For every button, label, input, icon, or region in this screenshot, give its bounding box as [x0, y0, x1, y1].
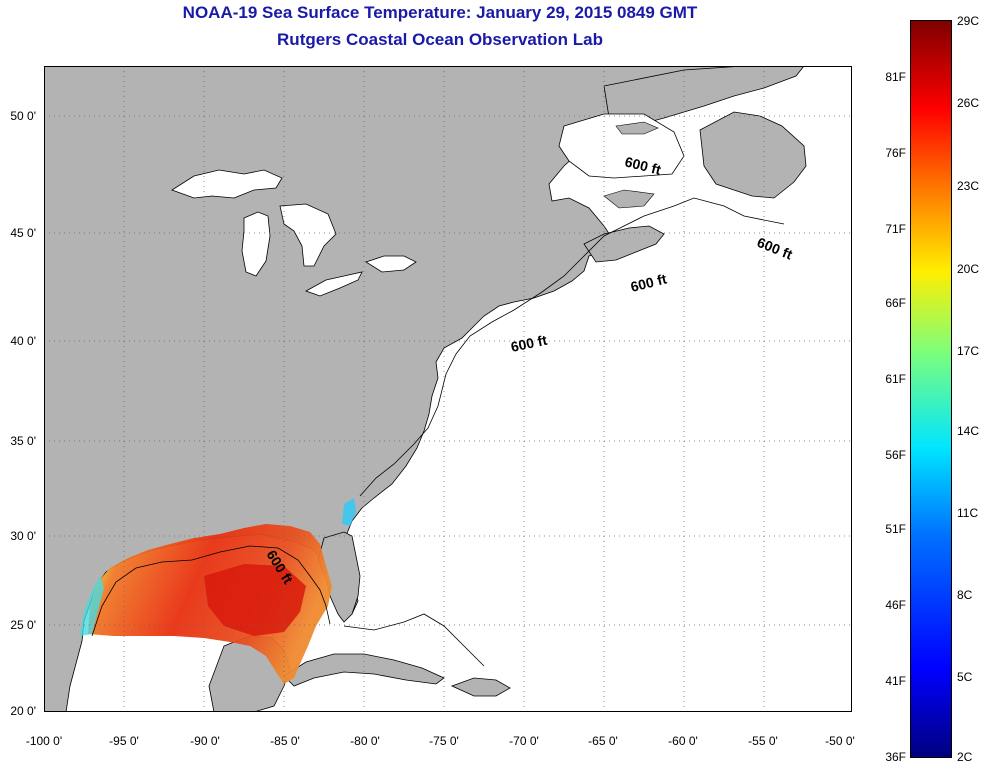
contour-600ft-south	[343, 613, 485, 667]
colorbar-f-label: 51F	[885, 522, 906, 536]
lake-superior	[171, 169, 283, 199]
colorbar-f-label: 36F	[885, 750, 906, 764]
lon-label-85: -85 0'	[270, 734, 300, 748]
hispaniola-land	[450, 677, 511, 697]
map-frame	[44, 66, 852, 712]
sst-map: 600 ft 600 ft 600 ft 600 ft 600 ft	[44, 66, 852, 712]
contour-600ft-gulf	[91, 545, 331, 637]
lake-huron	[279, 203, 337, 267]
colorbar-f-label: 76F	[885, 146, 906, 160]
colorbar-c-label: 29C	[957, 14, 980, 28]
cape-breton-land	[603, 189, 655, 209]
sst-warm-core	[204, 564, 306, 636]
lon-label-75: -75 0'	[429, 734, 459, 748]
colorbar-c-label: 8C	[957, 588, 973, 602]
lon-label-100: -100 0'	[25, 734, 63, 748]
colorbar-c-label: 14C	[957, 424, 980, 438]
lon-label-50: -50 0'	[825, 734, 855, 748]
lon-label-60: -60 0'	[668, 734, 698, 748]
lat-label-25: 25 0'	[10, 618, 36, 632]
colorbar-f-label: 41F	[885, 674, 906, 688]
lat-label-50: 50 0'	[10, 109, 36, 123]
cuba-land	[283, 653, 445, 687]
lat-label-35: 35 0'	[10, 434, 36, 448]
lat-label-30: 30 0'	[10, 529, 36, 543]
anticosti-land	[615, 121, 659, 135]
lake-ontario	[365, 255, 417, 273]
sst-east-coast-strip	[342, 498, 356, 526]
lon-label-80: -80 0'	[350, 734, 380, 748]
colorbar-f-label: 46F	[885, 598, 906, 612]
map-subtitle: Rutgers Coastal Ocean Observation Lab	[277, 30, 603, 49]
temperature-colorbar	[910, 20, 952, 758]
colorbar-f-label: 81F	[885, 70, 906, 84]
lon-label-90: -90 0'	[190, 734, 220, 748]
colorbar-c-label: 20C	[957, 262, 980, 276]
contour-label-4: 600 ft	[509, 332, 548, 355]
colorbar-c-label: 5C	[957, 670, 973, 684]
colorbar-f-label: 56F	[885, 448, 906, 462]
lon-label-95: -95 0'	[109, 734, 139, 748]
colorbar-c-label: 11C	[957, 506, 979, 520]
lat-label-45: 45 0'	[10, 226, 36, 240]
contour-600ft-atlantic	[359, 197, 785, 497]
colorbar-c-label: 23C	[957, 179, 980, 193]
map-title: NOAA-19 Sea Surface Temperature: January…	[182, 3, 698, 22]
lat-label-40: 40 0'	[10, 334, 36, 348]
lon-label-70: -70 0'	[509, 734, 539, 748]
colorbar-c-label: 17C	[957, 344, 980, 358]
sst-cool-edge	[80, 576, 104, 636]
lake-erie	[305, 271, 363, 297]
lon-label-65: -65 0'	[588, 734, 618, 748]
lake-michigan	[241, 211, 271, 277]
lon-label-55: -55 0'	[748, 734, 778, 748]
colorbar-c-label: 26C	[957, 96, 980, 110]
colorbar-f-label: 61F	[885, 372, 906, 386]
nova-scotia-land	[583, 225, 665, 263]
colorbar-c-label: 2C	[957, 750, 973, 764]
colorbar-f-label: 66F	[885, 296, 906, 310]
lat-label-20: 20 0'	[10, 704, 36, 718]
colorbar-f-label: 71F	[885, 222, 906, 236]
